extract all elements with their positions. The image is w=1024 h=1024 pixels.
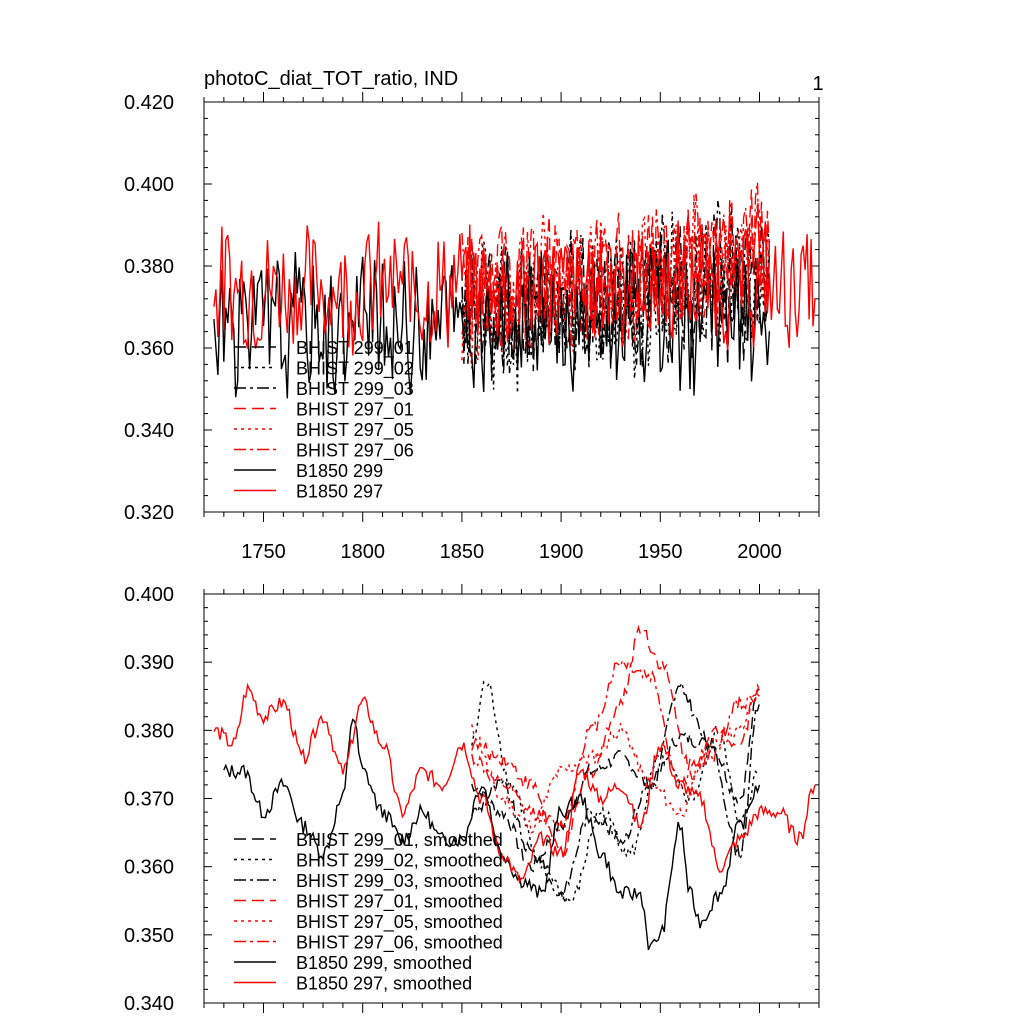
plot-frame — [203, 101, 820, 513]
top-chart: 0.320 0.340 0.360 0.380 0.400 0.420 1750 1800 18… — [124, 92, 820, 563]
legend-label: BHIST 297_05 — [296, 420, 414, 441]
series-group — [213, 624, 816, 951]
legend-label: BHIST 297_01 — [296, 400, 414, 421]
y-tick-label: 0.320 — [124, 502, 174, 524]
legend-label: BHIST 299_01, smoothed — [296, 830, 503, 851]
y-tick-label: 0.390 — [124, 652, 174, 674]
y-tick-label: 0.340 — [124, 993, 174, 1015]
series-line-3 — [471, 624, 761, 857]
series-line-4 — [471, 683, 761, 834]
y-tick-label: 0.400 — [124, 584, 174, 606]
legend-label: B1850 297 — [296, 482, 383, 502]
legend-label: B1850 297, smoothed — [296, 974, 472, 994]
page-number: 1 — [812, 73, 823, 95]
series-line-2 — [471, 680, 761, 901]
series-group — [213, 182, 816, 399]
y-tick-label: 0.400 — [124, 174, 174, 196]
legend-label: B1850 299 — [296, 461, 383, 481]
legend-label: BHIST 297_05, smoothed — [296, 912, 503, 933]
series-line-4 — [461, 194, 771, 369]
y-tick-label: 0.370 — [124, 789, 174, 811]
bottom-chart: 0.340 0.350 0.360 0.370 0.380 0.390 0.400 BHIST… — [124, 584, 820, 1015]
legend-label: B1850 299, smoothed — [296, 953, 472, 973]
x-tick-label: 1800 — [340, 541, 385, 563]
x-tick-label: 1850 — [440, 541, 485, 563]
y-tick-label: 0.380 — [124, 720, 174, 742]
series-line-1 — [461, 211, 771, 394]
legend-label: BHIST 299_02 — [296, 359, 414, 380]
legend-label: BHIST 297_06 — [296, 441, 414, 462]
y-tick-label: 0.340 — [124, 420, 174, 442]
top-chart-title: photoC_diat_TOT_ratio, IND — [204, 68, 458, 90]
x-tick-label: 1900 — [539, 541, 584, 563]
legend-label: BHIST 299_01 — [296, 338, 414, 359]
series-line-0 — [471, 688, 760, 873]
y-tick-label: 0.380 — [124, 256, 174, 278]
series-line-6 — [213, 239, 771, 399]
legend-label: BHIST 297_06, smoothed — [296, 933, 503, 954]
x-tick-label: 1750 — [241, 541, 286, 563]
y-tick-label: 0.360 — [124, 857, 174, 879]
series-line-5 — [471, 658, 760, 832]
legend-label: BHIST 299_03 — [296, 379, 414, 400]
series-line-7 — [213, 682, 816, 885]
series-line-7 — [213, 221, 816, 356]
y-tick-label: 0.360 — [124, 338, 174, 360]
x-tick-label: 1950 — [638, 541, 683, 563]
x-tick-label: 2000 — [737, 541, 782, 563]
series-line-3 — [461, 189, 771, 362]
y-tick-label: 0.350 — [124, 925, 174, 947]
legend-label: BHIST 299_02, smoothed — [296, 851, 503, 872]
legend-label: BHIST 297_01, smoothed — [296, 892, 503, 913]
y-tick-label: 0.420 — [124, 92, 174, 114]
legend-label: BHIST 299_03, smoothed — [296, 871, 503, 892]
